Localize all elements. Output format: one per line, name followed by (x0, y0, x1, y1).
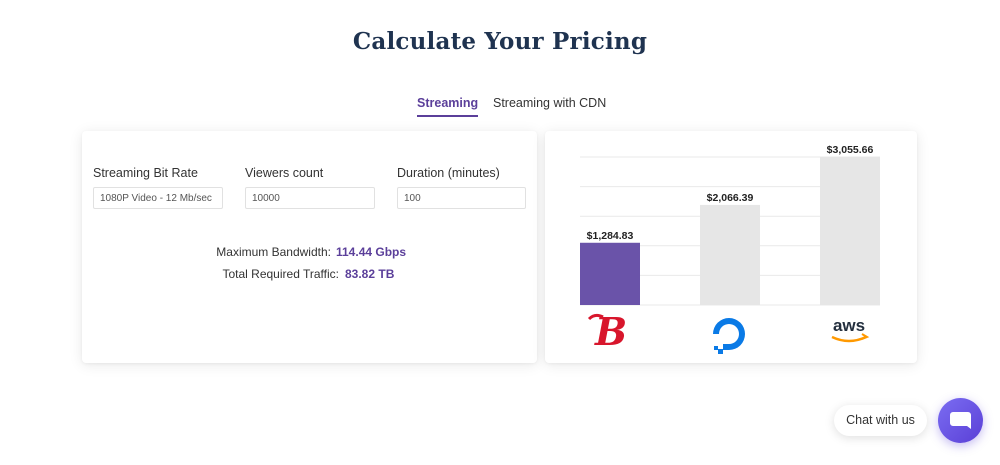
duration-input[interactable]: 100 (397, 187, 526, 209)
bandwidth-label: Maximum Bandwidth: (216, 245, 331, 259)
stat-row-bandwidth: Maximum Bandwidth: 114.44 Gbps (82, 245, 537, 267)
pricing-bar-chart: $1,284.83 $2,066.39 $3,055.66 B aws (580, 144, 880, 354)
pricing-chart-card: $1,284.83 $2,066.39 $3,055.66 B aws (545, 131, 917, 363)
duration-label: Duration (minutes) (397, 166, 500, 180)
chart-value-label: $1,284.83 (587, 230, 634, 242)
bit-rate-label: Streaming Bit Rate (93, 166, 198, 180)
chart-value-label: $2,066.39 (707, 192, 754, 204)
tab-streaming-with-cdn[interactable]: Streaming with CDN (493, 96, 607, 110)
viewers-count-label: Viewers count (245, 166, 324, 180)
svg-text:aws: aws (833, 316, 865, 335)
traffic-value: 83.82 TB (345, 267, 395, 281)
stat-row-traffic: Total Required Traffic: 83.82 TB (82, 267, 537, 289)
viewers-count-input[interactable]: 10000 (245, 187, 375, 209)
chat-button[interactable] (938, 398, 983, 443)
chart-bar-digitalocean-logo (700, 204, 760, 305)
b-logo-icon: B (587, 309, 627, 354)
chart-bar-aws-logo (820, 157, 880, 305)
page-title: Calculate Your Pricing (352, 28, 648, 55)
chat-with-us-label[interactable]: Chat with us (834, 405, 927, 436)
chart-value-label: $3,055.66 (827, 144, 874, 156)
digitalocean-logo-icon (713, 318, 745, 354)
calculator-form-card: Streaming Bit Rate Viewers count Duratio… (82, 131, 537, 363)
bandwidth-value: 114.44 Gbps (336, 245, 407, 259)
traffic-label: Total Required Traffic: (222, 267, 339, 281)
bit-rate-select[interactable]: 1080P Video - 12 Mb/sec (93, 187, 223, 209)
tab-streaming[interactable]: Streaming (417, 96, 479, 117)
chat-bubble-icon (950, 412, 971, 429)
stats-block: Maximum Bandwidth: 114.44 Gbps Total Req… (82, 245, 537, 289)
chart-bar-B-logo (580, 242, 640, 305)
pricing-tabs: Streaming Streaming with CDN (0, 96, 1000, 120)
aws-logo-icon: aws (831, 316, 870, 343)
